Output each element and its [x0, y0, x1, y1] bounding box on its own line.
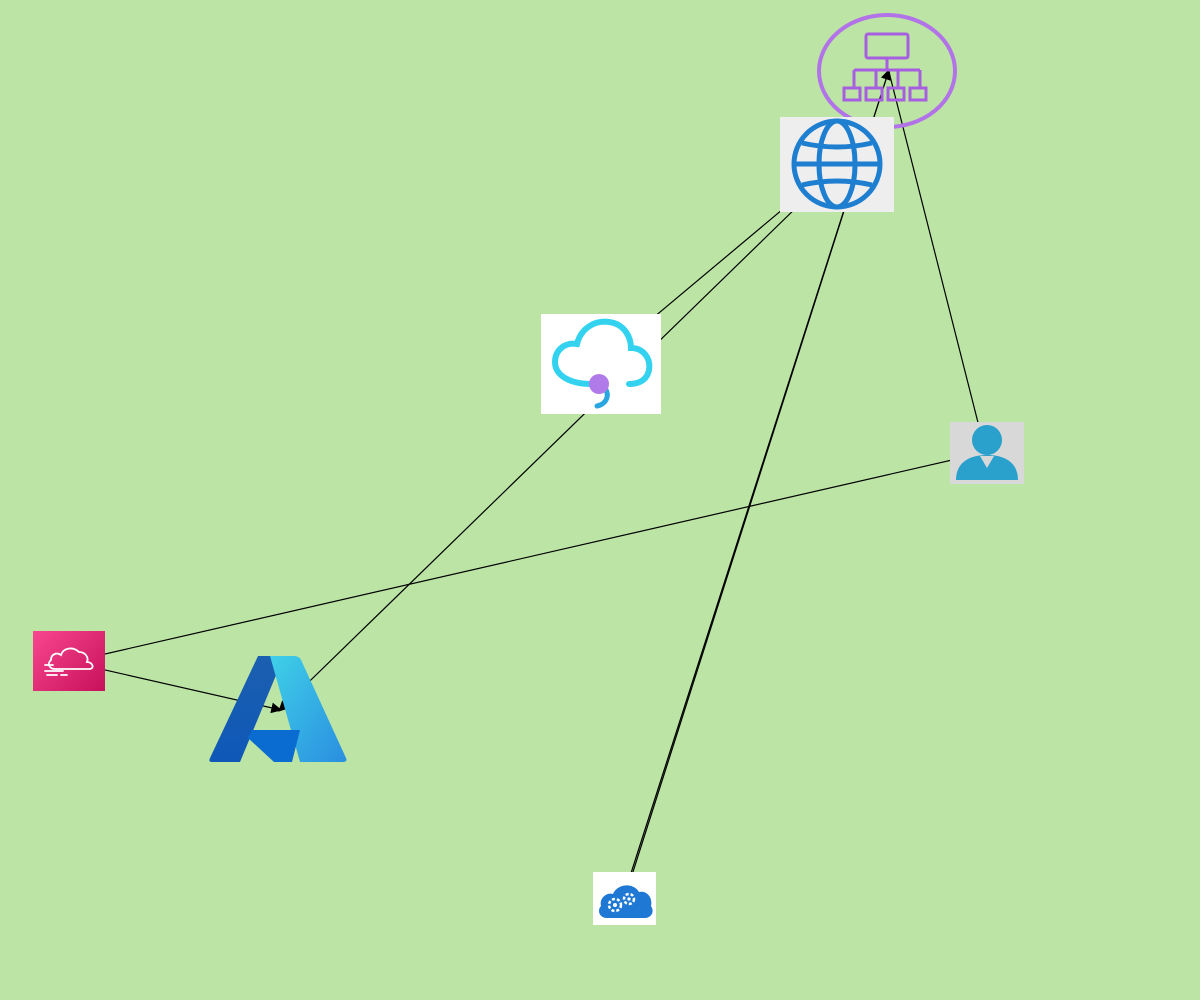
azure-logo-icon[interactable]	[208, 654, 348, 766]
edge-hierarchy-to-user[interactable]	[888, 71, 990, 460]
edge-user-to-cloudfront[interactable]	[68, 451, 988, 666]
user-icon[interactable]	[950, 422, 1024, 484]
cloudfront-icon[interactable]	[33, 631, 105, 691]
cloud-service-icon[interactable]	[541, 314, 661, 414]
hierarchy-network-icon[interactable]	[816, 12, 958, 130]
edge-globe-to-azure[interactable]	[278, 166, 839, 712]
cloud-config-icon[interactable]	[593, 872, 656, 925]
globe-icon[interactable]	[780, 117, 894, 212]
